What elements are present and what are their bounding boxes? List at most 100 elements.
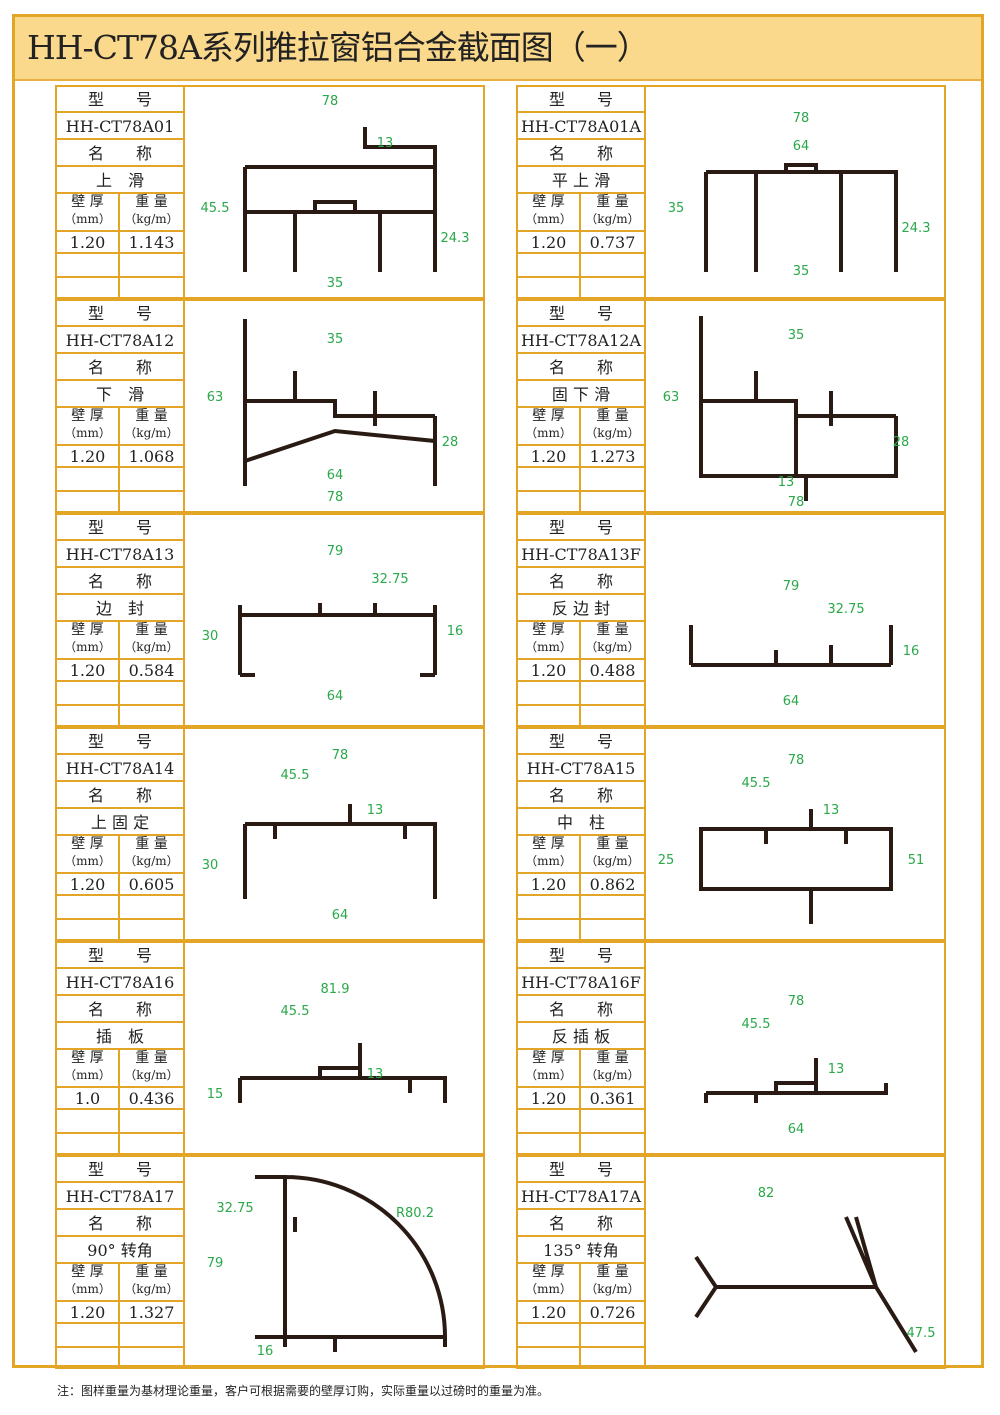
name-label-text: 名 称 xyxy=(87,1214,152,1233)
spec-header: 壁 厚 （mm） 重 量 （kg/m） xyxy=(518,1050,644,1088)
profile-cell: 型 号 HH-CT78A01A 名 称平 上 滑壁 厚 （mm） 重 量 （kg/m） 1.… xyxy=(516,85,946,299)
dimension-label: 63 xyxy=(663,390,680,405)
model-code-text: HH-CT78A17A xyxy=(520,1187,642,1206)
profile-outline xyxy=(704,1058,888,1103)
dimension-label: 81.9 xyxy=(321,982,350,997)
weight-value: 0.862 xyxy=(589,875,636,894)
model-code: HH-CT78A14 xyxy=(57,755,183,782)
thickness-unit: （mm） xyxy=(64,1068,111,1082)
name-label: 名 称 xyxy=(518,354,644,381)
dimension-label: 24.3 xyxy=(902,221,931,236)
model-label-text: 型 号 xyxy=(548,90,613,109)
thickness-value: 1.20 xyxy=(518,874,581,894)
name-label: 名 称 xyxy=(57,782,183,809)
spec-table: 型 号 HH-CT78A12A 名 称固 下 滑壁 厚 （mm） 重 量 （kg/m） 1.… xyxy=(516,299,646,513)
profile-section-svg: 79 32.75 16 64 xyxy=(689,579,919,709)
model-code: HH-CT78A16 xyxy=(57,969,183,996)
dimension-label: 15 xyxy=(207,1087,224,1102)
profile-section-svg: 32.75 R80.2 79 16 xyxy=(207,1175,447,1359)
model-code-text: HH-CT78A15 xyxy=(526,759,636,778)
model-label-text: 型 号 xyxy=(87,732,152,751)
thickness-value: 1.20 xyxy=(57,232,120,252)
dimension-label: 30 xyxy=(202,629,219,644)
empty-row xyxy=(518,920,644,939)
thickness-unit: （mm） xyxy=(64,1282,111,1296)
spec-table: 型 号 HH-CT78A13F 名 称反 边 封壁 厚 （mm） 重 量 （kg/m） 1.… xyxy=(516,513,646,727)
weight-label: 重 量 xyxy=(135,836,168,852)
profile-outline xyxy=(238,1043,447,1103)
model-code: HH-CT78A01 xyxy=(57,113,183,140)
spec-header: 壁 厚 （mm） 重 量 （kg/m） xyxy=(57,622,183,660)
dimension-label: 64 xyxy=(783,694,800,709)
thickness-header: 壁 厚 （mm） xyxy=(518,194,581,230)
spec-table: 型 号 HH-CT78A16F 名 称反 插 板壁 厚 （mm） 重 量 （kg/m） 1.… xyxy=(516,941,646,1155)
dimension-label: 13 xyxy=(377,136,394,151)
section-drawing: 78 64 35 24.3 35 xyxy=(646,85,946,299)
weight-unit: （kg/m） xyxy=(124,212,179,226)
name-label-text: 名 称 xyxy=(548,1000,613,1019)
model-label: 型 号 xyxy=(518,1157,644,1183)
thickness-label: 壁 厚 xyxy=(71,1264,104,1280)
weight-unit: （kg/m） xyxy=(124,640,179,654)
spec-values: 1.20 0.862 xyxy=(518,874,644,896)
thickness-header: 壁 厚 （mm） xyxy=(518,836,581,872)
weight-label: 重 量 xyxy=(135,622,168,638)
name-label: 名 称 xyxy=(518,140,644,167)
weight-value: 1.068 xyxy=(128,447,175,466)
dimension-label: 78 xyxy=(322,94,339,109)
thickness-label: 壁 厚 xyxy=(71,194,104,210)
empty-row xyxy=(518,468,644,492)
section-drawing: 78 45.5 13 64 xyxy=(646,941,946,1155)
profile-name: 135° 转角 xyxy=(518,1237,644,1264)
model-code-text: HH-CT78A12 xyxy=(65,331,175,350)
thickness-label: 壁 厚 xyxy=(71,408,104,424)
spec-header: 壁 厚 （mm） 重 量 （kg/m） xyxy=(57,836,183,874)
dimension-label: 45.5 xyxy=(281,1004,310,1019)
thickness-unit: （mm） xyxy=(525,854,572,868)
profile-name: 中 柱 xyxy=(518,809,644,836)
weight-unit: （kg/m） xyxy=(124,854,179,868)
model-label-text: 型 号 xyxy=(87,518,152,537)
thickness-value: 1.20 xyxy=(57,874,120,894)
dimension-label: 64 xyxy=(793,139,810,154)
model-code-text: HH-CT78A13 xyxy=(65,545,175,564)
dimension-label: 64 xyxy=(327,468,344,483)
dimension-label: 79 xyxy=(783,579,800,594)
profile-outline xyxy=(699,316,898,501)
thickness-value: 1.0 xyxy=(57,1088,120,1108)
profile-outline xyxy=(689,625,893,667)
model-label-text: 型 号 xyxy=(87,304,152,323)
thickness-value: 1.20 xyxy=(57,446,120,466)
weight-header: 重 量 （kg/m） xyxy=(581,622,644,658)
spec-table: 型 号 HH-CT78A15 名 称中 柱壁 厚 （mm） 重 量 （kg/m） 1.20 0… xyxy=(516,727,646,941)
empty-row xyxy=(518,254,644,278)
dimension-label: 79 xyxy=(207,1256,224,1271)
thickness-unit: （mm） xyxy=(525,1068,572,1082)
dimension-label: 35 xyxy=(668,201,685,216)
name-label: 名 称 xyxy=(518,996,644,1023)
dimension-label: 28 xyxy=(893,435,910,450)
name-label-text: 名 称 xyxy=(87,144,152,163)
weight-value: 0.737 xyxy=(589,233,636,252)
empty-row xyxy=(518,1134,644,1153)
name-label-text: 名 称 xyxy=(87,358,152,377)
weight-header: 重 量 （kg/m） xyxy=(581,194,644,230)
thickness-unit: （mm） xyxy=(64,640,111,654)
spec-header: 壁 厚 （mm） 重 量 （kg/m） xyxy=(518,194,644,232)
thickness-value: 1.20 xyxy=(518,660,581,680)
profile-cell: 型 号 HH-CT78A16 名 称插 板壁 厚 （mm） 重 量 （kg/m） 1.0 0.… xyxy=(55,941,485,1155)
weight-label: 重 量 xyxy=(135,194,168,210)
spec-header: 壁 厚 （mm） 重 量 （kg/m） xyxy=(57,1050,183,1088)
profile-name: 固 下 滑 xyxy=(518,381,644,408)
dimension-label: 13 xyxy=(823,803,840,818)
thickness-value: 1.20 xyxy=(57,660,120,680)
profile-name-text: 135° 转角 xyxy=(543,1241,619,1260)
thickness-header: 壁 厚 （mm） xyxy=(57,622,120,658)
spec-header: 壁 厚 （mm） 重 量 （kg/m） xyxy=(518,408,644,446)
empty-row xyxy=(518,1324,644,1348)
profile-name: 上 滑 xyxy=(57,167,183,194)
thickness-header: 壁 厚 （mm） xyxy=(57,194,120,230)
profile-cell: 型 号 HH-CT78A17A 名 称 135° 转角壁 厚 （mm） 重 量 （kg/m）… xyxy=(516,1155,946,1369)
profile-section-svg: 35 63 28 64 78 xyxy=(207,319,458,505)
name-label: 名 称 xyxy=(57,1210,183,1237)
